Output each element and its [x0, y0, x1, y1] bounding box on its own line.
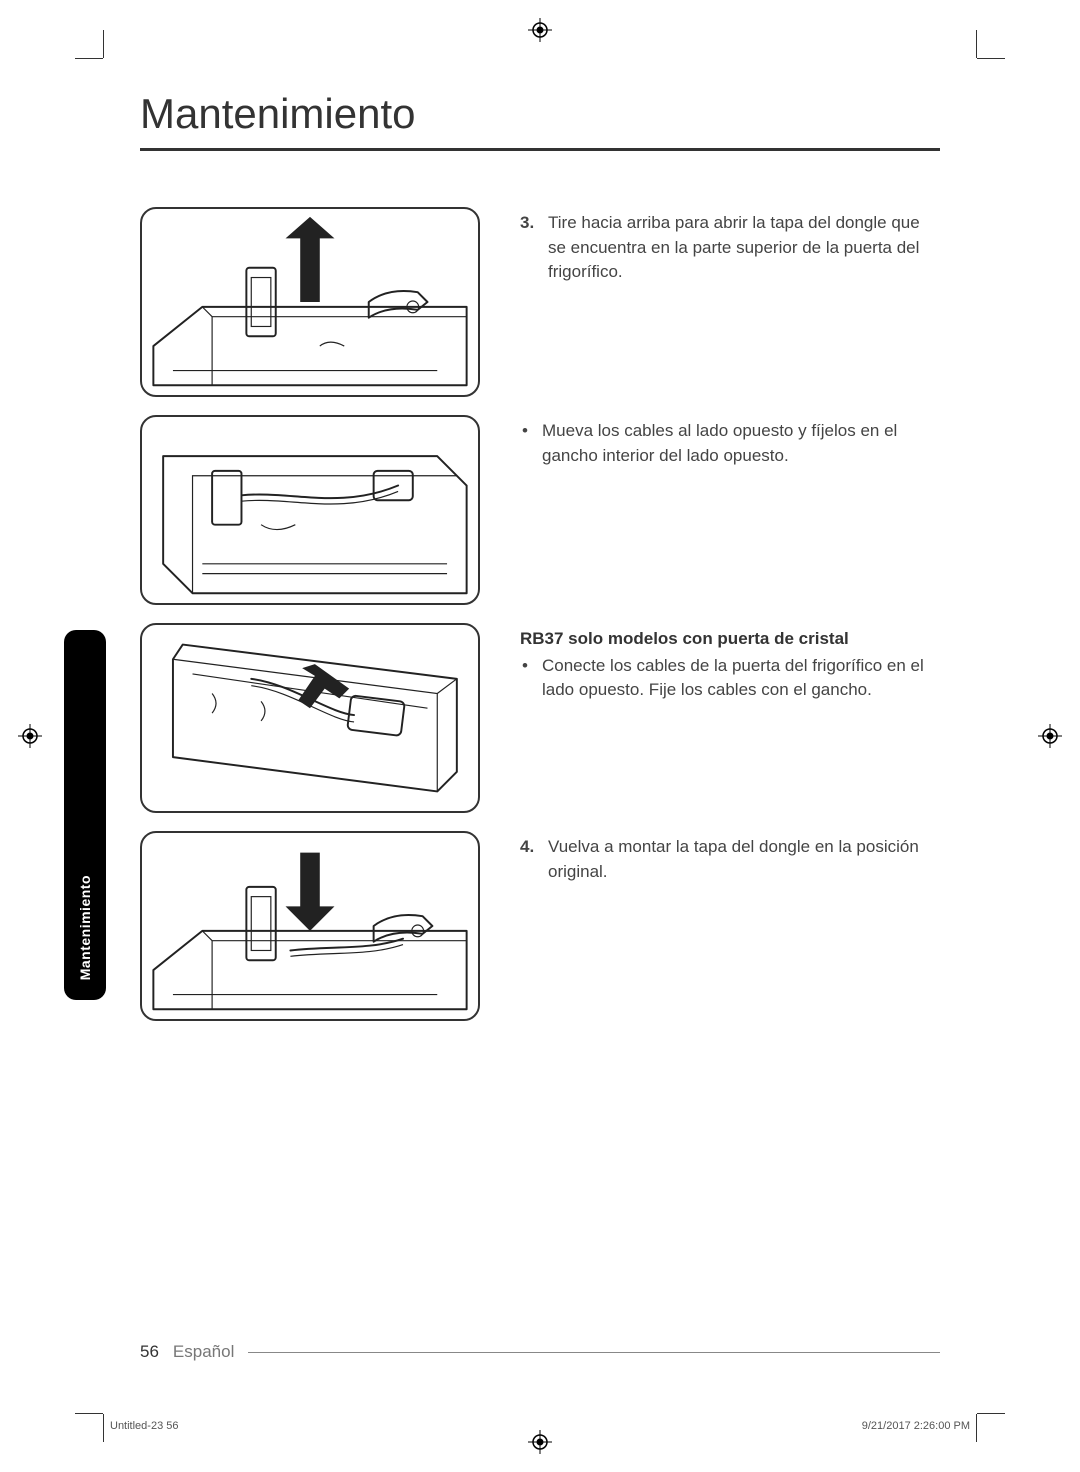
- print-meta-left: Untitled-23 56: [110, 1420, 179, 1432]
- step-number: 3.: [520, 211, 540, 285]
- instruction-row: 4. Vuelva a montar la tapa del dongle en…: [140, 831, 940, 1021]
- print-meta-right: 9/21/2017 2:26:00 PM: [862, 1420, 970, 1432]
- crop-mark: [976, 1414, 977, 1442]
- crop-mark: [75, 58, 103, 59]
- bullet-icon: •: [522, 654, 532, 703]
- page-content: Mantenimiento Mantenimiento: [140, 90, 940, 1382]
- registration-mark-icon: [528, 1430, 552, 1454]
- bullet-text: Mueva los cables al lado opuesto y fíjel…: [542, 419, 940, 468]
- crop-mark: [103, 30, 104, 58]
- instruction-text: RB37 solo modelos con puerta de cristal …: [520, 623, 940, 703]
- figure-open-cover: [140, 207, 480, 397]
- instruction-row: • Mueva los cables al lado opuesto y fíj…: [140, 415, 940, 605]
- crop-mark: [976, 30, 977, 58]
- sub-heading: RB37 solo modelos con puerta de cristal: [520, 627, 940, 652]
- section-tab: Mantenimiento: [64, 630, 106, 1000]
- bullet-icon: •: [522, 419, 532, 468]
- bullet-text: Conecte los cables de la puerta del frig…: [542, 654, 940, 703]
- instruction-row: 3. Tire hacia arriba para abrir la tapa …: [140, 207, 940, 397]
- instruction-text: • Mueva los cables al lado opuesto y fíj…: [520, 415, 940, 468]
- figure-move-cables: [140, 415, 480, 605]
- page-title: Mantenimiento: [140, 90, 940, 151]
- step-number: 4.: [520, 835, 540, 884]
- figure-reattach-cover: [140, 831, 480, 1021]
- crop-mark: [977, 1413, 1005, 1414]
- figure-rb37-glass: [140, 623, 480, 813]
- instruction-row: RB37 solo modelos con puerta de cristal …: [140, 623, 940, 813]
- crop-mark: [75, 1413, 103, 1414]
- instruction-text: 3. Tire hacia arriba para abrir la tapa …: [520, 207, 940, 285]
- footer-rule: [248, 1352, 940, 1353]
- page-number: 56: [140, 1342, 159, 1362]
- crop-mark: [103, 1414, 104, 1442]
- registration-mark-icon: [18, 724, 42, 748]
- instruction-text: 4. Vuelva a montar la tapa del dongle en…: [520, 831, 940, 884]
- registration-mark-icon: [528, 18, 552, 42]
- page-footer: 56 Español: [140, 1342, 940, 1362]
- language-label: Español: [173, 1342, 234, 1362]
- crop-mark: [977, 58, 1005, 59]
- section-tab-label: Mantenimiento: [77, 875, 93, 980]
- registration-mark-icon: [1038, 724, 1062, 748]
- step-text: Vuelva a montar la tapa del dongle en la…: [548, 835, 940, 884]
- step-text: Tire hacia arriba para abrir la tapa del…: [548, 211, 940, 285]
- content-grid: 3. Tire hacia arriba para abrir la tapa …: [140, 207, 940, 1021]
